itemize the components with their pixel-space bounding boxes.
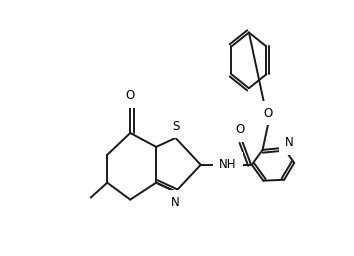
Text: N: N: [285, 136, 293, 150]
Text: NH: NH: [219, 158, 237, 171]
Text: S: S: [172, 120, 179, 133]
Text: N: N: [171, 196, 180, 209]
Text: O: O: [236, 123, 245, 136]
Text: O: O: [264, 106, 273, 120]
Text: O: O: [126, 89, 135, 102]
